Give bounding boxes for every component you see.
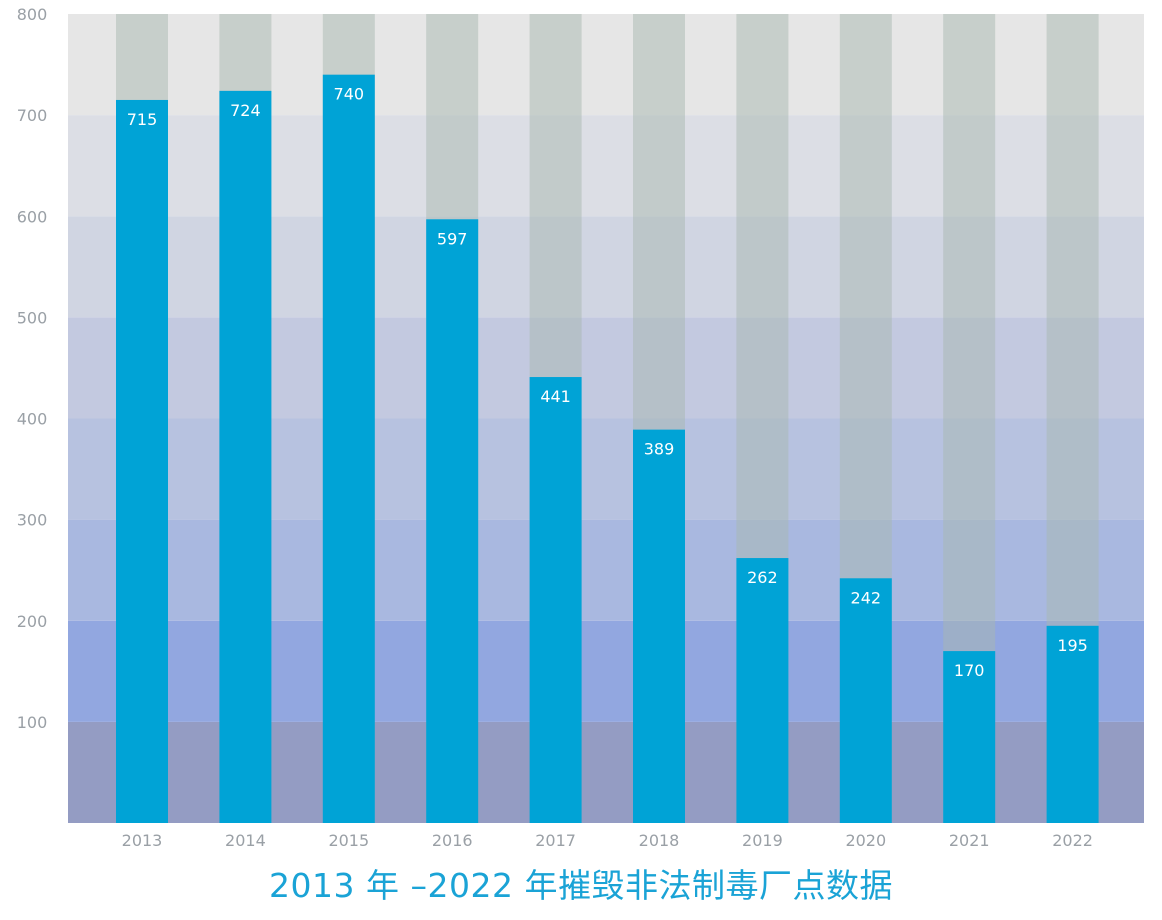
x-tick-label: 2015 — [328, 831, 369, 850]
y-tick-label: 300 — [17, 511, 48, 530]
y-axis-tick-labels: 100 200 300 400 500 600 700 800 — [17, 5, 48, 732]
y-tick-label: 100 — [17, 713, 48, 732]
bar-2013 — [116, 99, 168, 824]
x-axis-tick-labels: 2013 2014 2015 2016 2017 2018 2019 2020 2021 2022 — [122, 831, 1093, 850]
bar-value-label: 389 — [644, 440, 675, 459]
x-tick-label: 2020 — [845, 831, 886, 850]
bar-value-label: 242 — [851, 588, 882, 607]
bar-value-label: 715 — [127, 110, 158, 129]
bar-value-label: 740 — [334, 85, 365, 104]
bar-2016 — [426, 219, 479, 823]
bar-2017 — [529, 377, 582, 823]
y-tick-label: 600 — [17, 207, 48, 226]
x-tick-label: 2019 — [742, 831, 783, 850]
x-tick-label: 2018 — [639, 831, 680, 850]
y-tick-label: 700 — [17, 106, 48, 125]
x-tick-label: 2014 — [225, 831, 266, 850]
bar-2020 — [839, 578, 892, 823]
y-tick-label: 500 — [17, 308, 48, 327]
bar-2015 — [322, 74, 375, 824]
bar-value-label: 597 — [437, 229, 468, 248]
bar-value-label: 441 — [540, 387, 571, 406]
bars — [116, 74, 1099, 824]
x-tick-label: 2013 — [122, 831, 163, 850]
y-tick-label: 200 — [17, 612, 48, 631]
bar-2018 — [633, 429, 685, 823]
bar-value-label: 724 — [230, 101, 261, 120]
bar-2019 — [736, 558, 789, 823]
y-tick-label: 800 — [17, 5, 48, 24]
bar-value-label: 262 — [747, 568, 778, 587]
bar-2014 — [219, 90, 272, 824]
bar-value-label: 170 — [954, 661, 985, 680]
bar-2022 — [1046, 625, 1099, 823]
x-tick-label: 2016 — [432, 831, 473, 850]
bar-value-labels: 715 724 740 597 441 389 262 242 170 195 — [127, 85, 1088, 680]
x-tick-label: 2022 — [1052, 831, 1093, 850]
bar-2021 — [943, 651, 996, 823]
x-tick-label: 2021 — [949, 831, 990, 850]
y-tick-label: 400 — [17, 410, 48, 429]
chart-title: 2013 年 –2022 年摧毁非法制毒厂点数据 — [269, 866, 893, 905]
x-tick-label: 2017 — [535, 831, 576, 850]
bar-value-label: 195 — [1057, 636, 1088, 655]
